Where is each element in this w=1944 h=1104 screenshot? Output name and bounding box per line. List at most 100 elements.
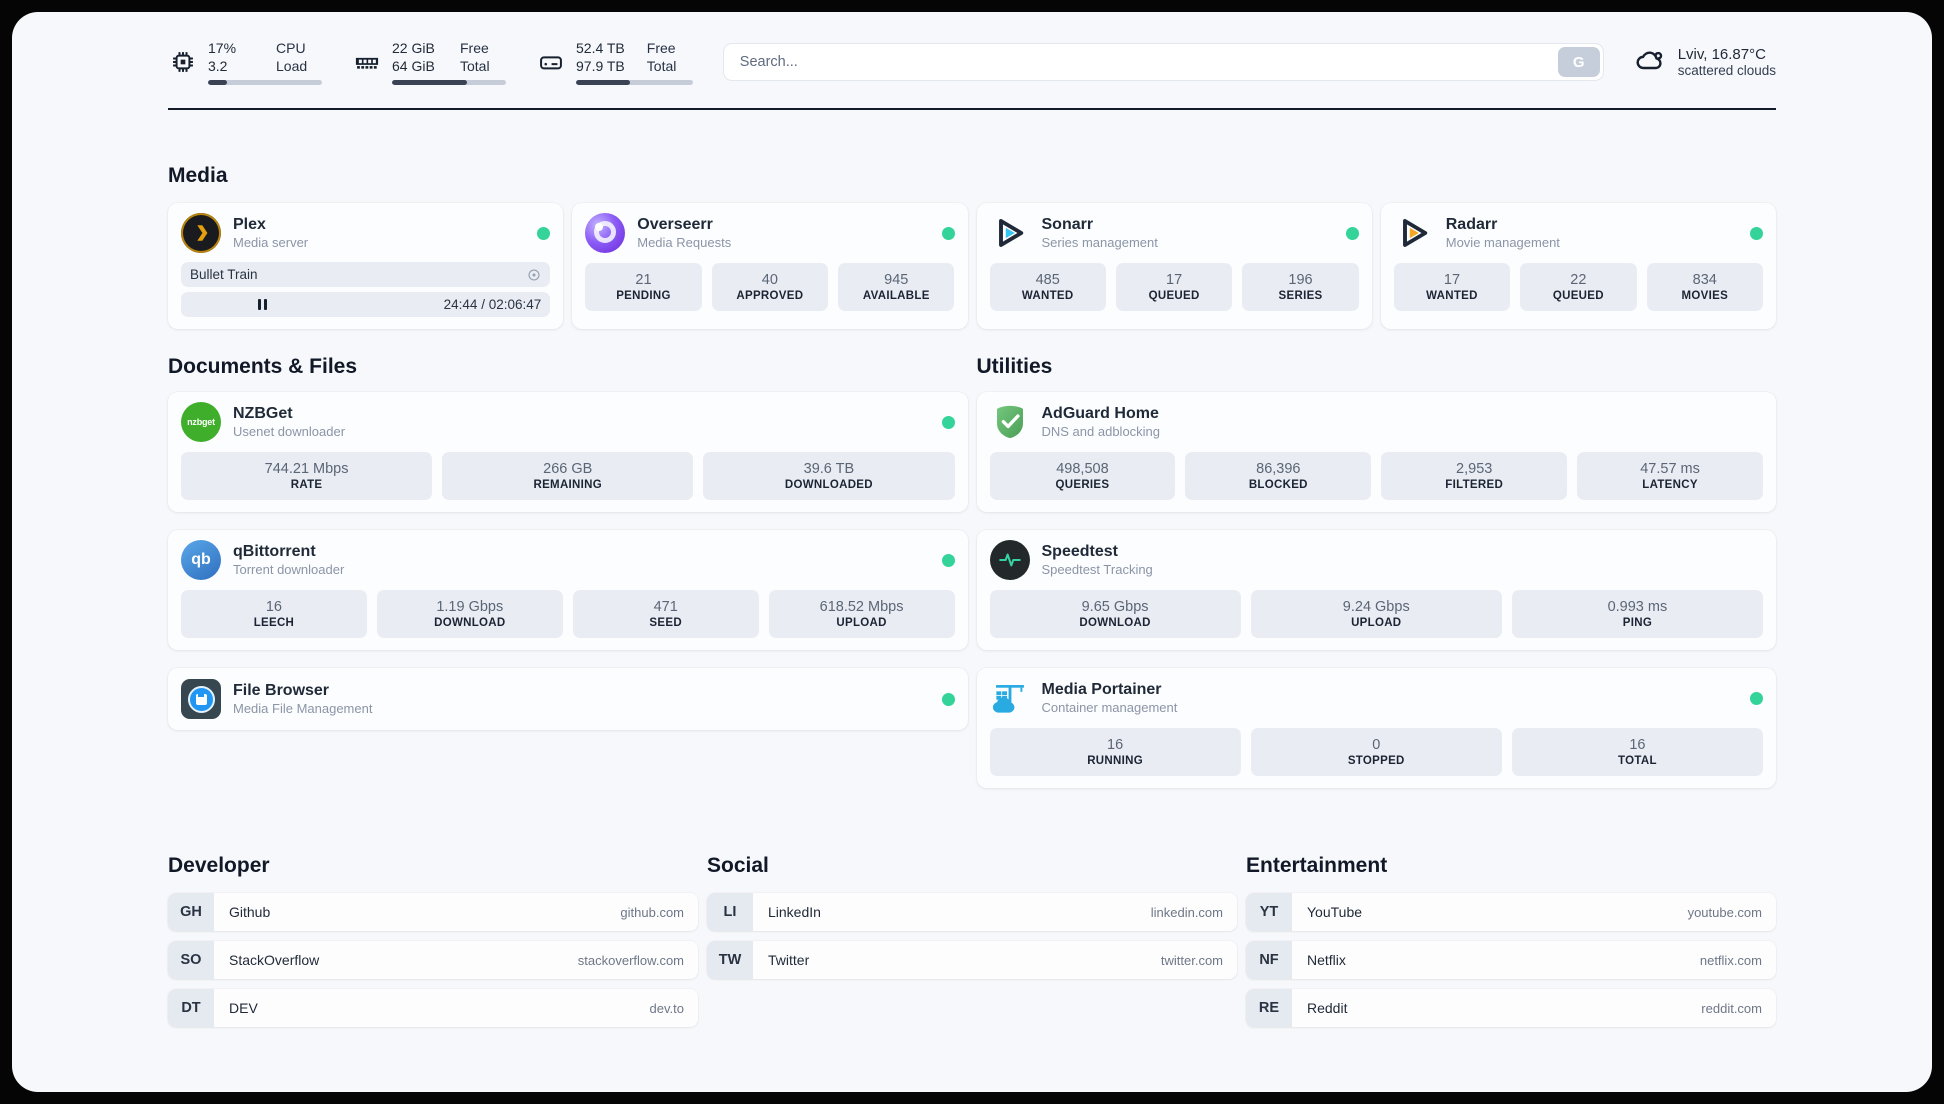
bookmark-group-developer: Developer GH Github github.com SO StackO… — [168, 854, 698, 1037]
cpu-label-2: Load — [276, 58, 308, 74]
stat-box: 0 STOPPED — [1250, 728, 1502, 776]
memory-free: 22 GiB — [392, 39, 435, 56]
search-engine-button[interactable]: G — [1557, 47, 1600, 77]
memory-label-1: Free — [460, 39, 489, 56]
service-description: DNS and adblocking — [1041, 424, 1161, 439]
stat-box: 498,508 QUERIES — [989, 452, 1176, 500]
stat-box: 39.6 TB DOWNLOADED — [703, 452, 955, 500]
service-card-sonarr[interactable]: Sonarr Series management 485 WANTED 17 Q… — [976, 203, 1372, 329]
bookmark-twitter[interactable]: TW Twitter twitter.com — [707, 941, 1237, 979]
status-dot — [1750, 691, 1763, 705]
service-name: Plex — [233, 216, 266, 233]
section-documents-files: Documents & Files nzbget NZBGet Usenet d… — [168, 355, 968, 788]
memory-label-2: Total — [460, 58, 490, 74]
portainer-icon — [990, 678, 1030, 718]
service-card-qbittorrent[interactable]: qb qBittorrent Torrent downloader 16 LEE… — [168, 530, 968, 650]
service-name: Media Portainer — [1041, 681, 1162, 698]
stat-box: 2,953 FILTERED — [1381, 452, 1568, 500]
section-media: Media Plex Media server — [168, 164, 1776, 329]
bookmark-url: linkedin.com — [1150, 904, 1223, 920]
bookmark-abbr: NF — [1246, 941, 1292, 979]
top-bar: 17% 3.2 CPU Load — [168, 30, 1776, 94]
stat-box: 17 WANTED — [1393, 263, 1511, 311]
plex-progress-bar: 24:44 / 02:06:47 — [181, 292, 551, 317]
section-title-social: Social — [707, 854, 769, 877]
nzbget-icon: nzbget — [181, 402, 221, 442]
stat-box: 40 APPROVED — [711, 263, 829, 311]
session-view-icon[interactable] — [527, 268, 541, 282]
search-container: G — [722, 43, 1604, 81]
radarr-icon — [1394, 213, 1434, 253]
service-card-speedtest[interactable]: Speedtest Speedtest Tracking 9.65 Gbps D… — [976, 530, 1776, 650]
stat-box: 1.19 Gbps DOWNLOAD — [376, 590, 563, 638]
bookmark-stackoverflow[interactable]: SO StackOverflow stackoverflow.com — [168, 941, 698, 979]
bookmark-reddit[interactable]: RE Reddit reddit.com — [1246, 989, 1776, 1027]
status-dot — [941, 226, 955, 240]
service-card-radarr[interactable]: Radarr Movie management 17 WANTED 22 QUE… — [1380, 203, 1776, 329]
pause-icon — [258, 299, 268, 310]
service-card-portainer[interactable]: Media Portainer Container management 16 … — [976, 668, 1776, 788]
service-card-plex[interactable]: Plex Media server Bullet Train — [168, 203, 564, 329]
bookmark-url: github.com — [620, 904, 684, 920]
service-name: File Browser — [233, 682, 330, 699]
bookmark-github[interactable]: GH Github github.com — [168, 893, 698, 931]
bookmark-linkedin[interactable]: LI LinkedIn linkedin.com — [707, 893, 1237, 931]
bookmark-abbr: GH — [168, 893, 214, 931]
search-input[interactable] — [722, 43, 1604, 81]
service-name: Sonarr — [1041, 216, 1094, 233]
disk-widget: 52.4 TB 97.9 TB Free Total — [536, 39, 693, 86]
disk-label-1: Free — [646, 39, 676, 56]
service-description: Usenet downloader — [233, 424, 346, 439]
bookmark-abbr: SO — [168, 941, 214, 979]
service-card-filebrowser[interactable]: File Browser Media File Management — [168, 668, 968, 730]
qbittorrent-icon: qb — [181, 540, 221, 580]
plex-now-playing: Bullet Train — [181, 262, 551, 287]
weather-location-temp: Lviv, 16.87°C — [1677, 46, 1766, 63]
status-dot — [1750, 226, 1763, 240]
service-description: Movie management — [1445, 235, 1560, 250]
bookmark-name: LinkedIn — [768, 904, 821, 920]
stat-box: 17 QUEUED — [1115, 263, 1233, 311]
disk-label-2: Total — [646, 58, 677, 74]
bookmark-youtube[interactable]: YT YouTube youtube.com — [1246, 893, 1776, 931]
cpu-loadavg: 3.2 — [208, 58, 228, 74]
bookmark-dev[interactable]: DT DEV dev.to — [168, 989, 698, 1027]
cloud-icon — [1634, 44, 1666, 81]
disk-free: 52.4 TB — [576, 39, 625, 56]
weather-condition: scattered clouds — [1677, 63, 1776, 78]
status-dot — [941, 553, 955, 567]
bookmark-url: twitter.com — [1160, 952, 1223, 968]
bookmark-name: Twitter — [768, 952, 810, 968]
status-dot — [1345, 226, 1359, 240]
status-dot — [941, 415, 955, 429]
service-name: NZBGet — [233, 405, 293, 422]
bookmark-name: Reddit — [1307, 1000, 1348, 1016]
memory-icon — [352, 47, 382, 77]
section-title-media: Media — [168, 164, 228, 187]
bookmark-url: stackoverflow.com — [577, 952, 684, 968]
service-card-adguard[interactable]: AdGuard Home DNS and adblocking 498,508 … — [976, 392, 1776, 512]
service-card-nzbget[interactable]: nzbget NZBGet Usenet downloader 744.21 M… — [168, 392, 968, 512]
speedtest-icon — [989, 540, 1030, 580]
dashboard-page: 17% 3.2 CPU Load — [12, 12, 1932, 1092]
disk-total: 97.9 TB — [576, 58, 625, 74]
status-dot — [941, 692, 955, 706]
service-description: Media server — [233, 235, 309, 250]
service-description: Speedtest Tracking — [1041, 562, 1153, 577]
plex-icon — [181, 213, 221, 253]
service-name: qBittorrent — [233, 543, 316, 560]
stat-box: 485 WANTED — [989, 263, 1106, 311]
service-description: Media Requests — [637, 235, 732, 250]
bookmark-group-social: Social LI LinkedIn linkedin.com TW Twitt… — [707, 854, 1237, 1037]
bookmark-netflix[interactable]: NF Netflix netflix.com — [1246, 941, 1776, 979]
section-utilities: Utilities — [976, 355, 1776, 788]
bookmark-name: DEV — [229, 1000, 258, 1016]
filebrowser-icon — [181, 679, 221, 719]
service-description: Container management — [1041, 700, 1178, 715]
cpu-icon — [168, 47, 198, 77]
stat-box: 196 SERIES — [1242, 263, 1359, 311]
now-playing-title: Bullet Train — [190, 267, 258, 282]
service-card-overseerr[interactable]: Overseerr Media Requests 21 PENDING 40 A… — [572, 203, 968, 329]
service-name: Speedtest — [1041, 543, 1118, 560]
bookmark-name: YouTube — [1307, 904, 1363, 920]
